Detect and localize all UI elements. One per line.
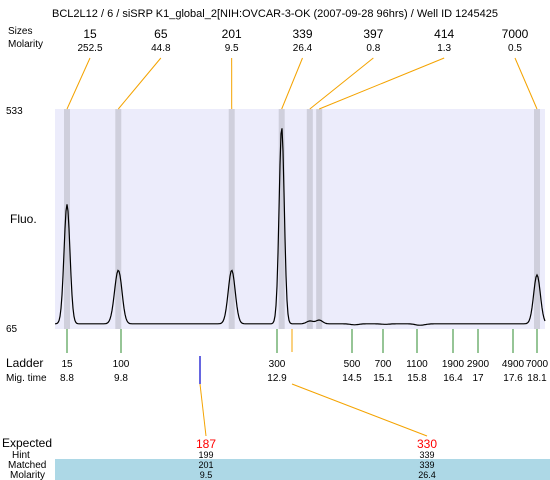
ladder-mig-time-label: 17 bbox=[472, 373, 484, 384]
matched-label: Matched bbox=[8, 460, 46, 471]
expected-leader-line bbox=[291, 383, 428, 437]
peak-band bbox=[278, 109, 285, 329]
peak-leader-line bbox=[117, 57, 162, 110]
peak-band bbox=[228, 109, 235, 329]
hint-value: 339 bbox=[419, 450, 434, 460]
ladder-size-label: 1900 bbox=[442, 359, 465, 370]
hint-label: Hint bbox=[12, 450, 30, 461]
peak-size-label: 15 bbox=[83, 27, 97, 41]
peak-size-label: 7000 bbox=[502, 27, 529, 41]
expected-value: 187 bbox=[196, 437, 216, 451]
y-tick-bottom: 65 bbox=[6, 324, 18, 335]
peak-band bbox=[64, 109, 70, 329]
molarity-value: 26.4 bbox=[418, 470, 436, 480]
peak-molarity-label: 0.8 bbox=[366, 43, 380, 54]
y-tick-top: 533 bbox=[6, 106, 23, 117]
matched-row-bg bbox=[55, 459, 550, 480]
peak-molarity-label: 0.5 bbox=[508, 43, 522, 54]
ladder-size-label: 7000 bbox=[526, 359, 549, 370]
ladder-size-label: 300 bbox=[269, 359, 286, 370]
ladder-size-label: 15 bbox=[61, 359, 73, 370]
peak-band bbox=[306, 109, 313, 329]
ladder-size-label: 500 bbox=[344, 359, 361, 370]
sizes-label: Sizes bbox=[8, 26, 32, 37]
matched-value: 201 bbox=[198, 460, 213, 470]
peak-leader-line bbox=[318, 57, 445, 110]
expected-leader-line bbox=[199, 383, 207, 437]
peak-leader-line bbox=[514, 57, 538, 110]
expected-value: 330 bbox=[417, 437, 437, 451]
peak-molarity-label: 252.5 bbox=[77, 43, 102, 54]
ladder-size-label: 1100 bbox=[406, 359, 428, 370]
ladder-label: Ladder bbox=[6, 356, 43, 370]
molarity-bottom-label: Molarity bbox=[10, 470, 45, 480]
molarity-value: 9.5 bbox=[200, 470, 213, 480]
ladder-mig-time-label: 16.4 bbox=[443, 373, 463, 384]
peak-leader-line bbox=[309, 57, 374, 110]
peak-molarity-label: 26.4 bbox=[293, 43, 313, 54]
plot-area bbox=[55, 109, 545, 329]
peak-molarity-label: 1.3 bbox=[437, 43, 451, 54]
fluo-label: Fluo. bbox=[10, 212, 37, 226]
expected-label: Expected bbox=[2, 436, 52, 450]
ladder-mig-time-label: 14.5 bbox=[342, 373, 362, 384]
ladder-mig-time-label: 8.8 bbox=[60, 373, 74, 384]
peak-molarity-label: 9.5 bbox=[225, 43, 239, 54]
peak-size-label: 414 bbox=[434, 27, 454, 41]
ladder-mig-time-label: 15.1 bbox=[373, 373, 393, 384]
mig-time-label: Mig. time bbox=[6, 373, 47, 384]
chart-title: BCL2L12 / 6 / siSRP K1_global_2[NIH:OVCA… bbox=[52, 8, 498, 20]
ladder-mig-time-label: 15.8 bbox=[407, 373, 427, 384]
ladder-mig-time-label: 18.1 bbox=[527, 373, 547, 384]
peak-band bbox=[316, 109, 323, 329]
ladder-size-label: 4900 bbox=[502, 359, 525, 370]
ladder-size-label: 100 bbox=[113, 359, 130, 370]
ladder-mig-time-label: 17.6 bbox=[503, 373, 523, 384]
ladder-size-label: 700 bbox=[375, 359, 392, 370]
peak-size-label: 397 bbox=[363, 27, 383, 41]
peak-band bbox=[115, 109, 122, 329]
peak-leader-line bbox=[281, 57, 303, 110]
peak-leader-line bbox=[66, 57, 91, 110]
hint-value: 199 bbox=[198, 450, 213, 460]
ladder-size-label: 2900 bbox=[467, 359, 490, 370]
peak-band bbox=[534, 109, 540, 329]
peak-size-label: 201 bbox=[222, 27, 242, 41]
peak-size-label: 65 bbox=[154, 27, 168, 41]
ladder-mig-time-label: 12.9 bbox=[267, 373, 287, 384]
peak-molarity-label: 44.8 bbox=[151, 43, 171, 54]
ladder-mig-time-label: 9.8 bbox=[114, 373, 128, 384]
fluorescence-trace bbox=[54, 128, 546, 326]
molarity-label: Molarity bbox=[8, 39, 43, 50]
matched-value: 339 bbox=[419, 460, 434, 470]
peak-size-label: 339 bbox=[292, 27, 312, 41]
